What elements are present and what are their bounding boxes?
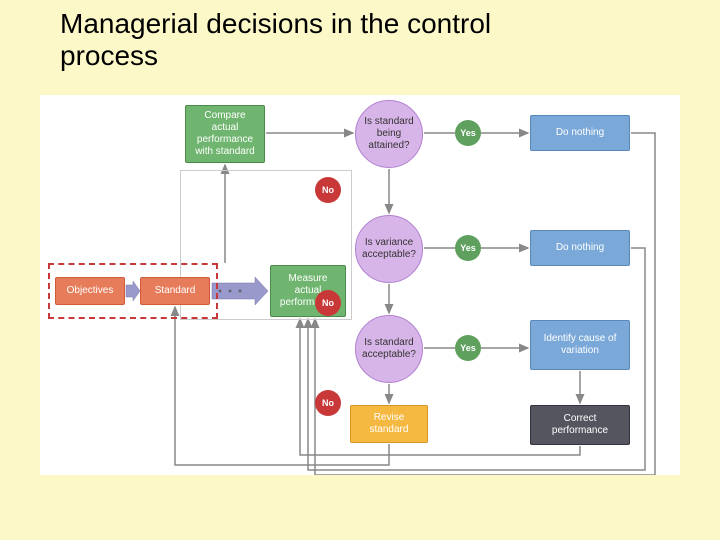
badge-yes-2: Yes (455, 235, 481, 261)
slide-title: Managerial decisions in the control proc… (0, 8, 720, 72)
node-revise: Revise standard (350, 405, 428, 443)
node-standard: Standard (140, 277, 210, 305)
node-compare: Compare actual performance with standard (185, 105, 265, 163)
node-do-nothing-1: Do nothing (530, 115, 630, 151)
node-q-standard: Is standard acceptable? (355, 315, 423, 383)
node-q-variance: Is variance acceptable? (355, 215, 423, 283)
badge-no-1: No (315, 177, 341, 203)
badge-no-3: No (315, 390, 341, 416)
node-q-attained: Is standard being attained? (355, 100, 423, 168)
flowchart-diagram: Objectives Standard Measure actual perfo… (40, 95, 680, 475)
node-identify: Identify cause of variation (530, 320, 630, 370)
node-correct: Correct performance (530, 405, 630, 445)
node-do-nothing-2: Do nothing (530, 230, 630, 266)
badge-yes-3: Yes (455, 335, 481, 361)
badge-no-2: No (315, 290, 341, 316)
badge-yes-1: Yes (455, 120, 481, 146)
node-objectives: Objectives (55, 277, 125, 305)
